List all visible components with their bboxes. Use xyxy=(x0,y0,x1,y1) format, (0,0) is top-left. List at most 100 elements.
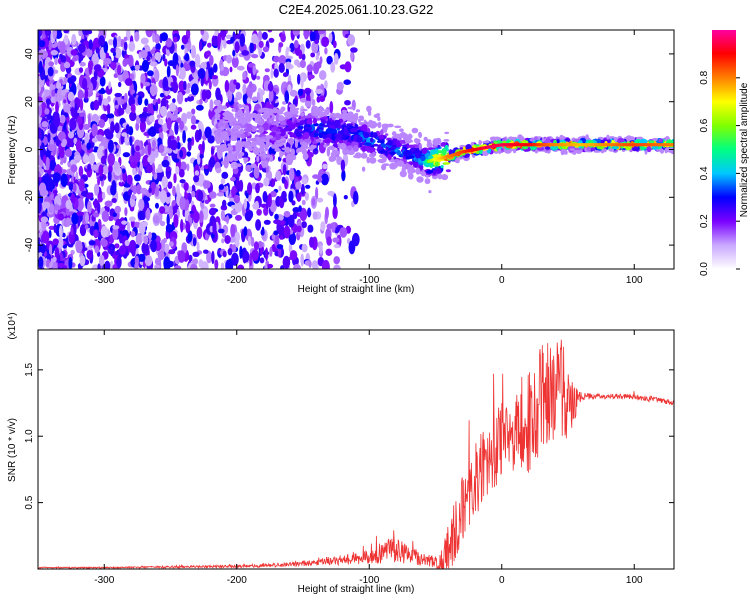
heatmap-cell xyxy=(68,183,74,191)
heatmap-cell xyxy=(426,139,432,144)
heatmap-cell xyxy=(63,30,69,34)
heatmap-cell xyxy=(119,233,123,244)
heatmap-cell xyxy=(218,228,225,234)
heatmap-cell xyxy=(292,30,300,37)
heatmap-cell xyxy=(157,98,161,105)
heatmap-cell xyxy=(299,97,307,103)
heatmap-cell xyxy=(270,190,277,198)
heatmap-cell xyxy=(65,199,72,210)
heatmap-cell xyxy=(369,121,377,129)
heatmap-cell xyxy=(117,64,122,76)
spectrogram-xlabel: Height of straight line (km) xyxy=(298,284,415,295)
heatmap-cell xyxy=(391,131,397,137)
heatmap-cell xyxy=(145,196,150,202)
heatmap-cell xyxy=(131,195,137,200)
heatmap-cell xyxy=(196,241,200,252)
heatmap-cell xyxy=(376,113,381,116)
heatmap-cell xyxy=(54,247,60,259)
heatmap-cell xyxy=(234,200,243,213)
heatmap-cell xyxy=(265,247,269,261)
heatmap-cell xyxy=(221,120,229,124)
heatmap-cell xyxy=(389,151,396,156)
heatmap-cell xyxy=(377,158,386,163)
heatmap-cell xyxy=(217,104,224,111)
heatmap-cell xyxy=(86,192,94,200)
heatmap-cell xyxy=(326,55,333,65)
heatmap-cell xyxy=(66,217,71,228)
heatmap-cell xyxy=(174,121,179,135)
heatmap-cell xyxy=(283,196,287,203)
heatmap-cell xyxy=(312,211,318,220)
heatmap-cell xyxy=(172,52,179,66)
heatmap-cell xyxy=(114,205,122,214)
heatmap-cell xyxy=(184,97,188,103)
heatmap-cell xyxy=(91,137,98,143)
heatmap-cell xyxy=(127,174,133,185)
heatmap-cell xyxy=(614,136,618,142)
heatmap-cell xyxy=(122,168,126,174)
heatmap-cell xyxy=(274,213,279,220)
heatmap-cell xyxy=(274,148,281,152)
heatmap-cell xyxy=(420,171,427,177)
spectrogram-cells xyxy=(38,30,674,269)
heatmap-cell xyxy=(212,221,217,235)
heatmap-cell xyxy=(104,260,111,269)
heatmap-cell xyxy=(186,111,193,119)
heatmap-cell xyxy=(55,101,59,114)
heatmap-cell xyxy=(334,133,341,138)
heatmap-cell xyxy=(79,99,84,111)
heatmap-cell xyxy=(380,143,386,148)
heatmap-cell xyxy=(186,163,190,172)
heatmap-cell xyxy=(324,80,328,89)
heatmap-cell xyxy=(135,145,140,152)
heatmap-cell xyxy=(173,173,177,184)
heatmap-cell xyxy=(387,153,392,161)
heatmap-cell xyxy=(97,202,101,214)
heatmap-cell xyxy=(230,137,235,141)
heatmap-cell xyxy=(221,171,229,179)
heatmap-cell xyxy=(118,81,122,88)
heatmap-cell xyxy=(144,98,149,106)
heatmap-cell xyxy=(653,138,658,141)
heatmap-cell xyxy=(222,199,227,208)
heatmap-cell xyxy=(197,128,202,141)
heatmap-cell xyxy=(46,177,54,192)
x-tick-label: 100 xyxy=(626,575,643,586)
heatmap-cell xyxy=(169,102,177,112)
heatmap-cell xyxy=(129,136,133,147)
heatmap-cell xyxy=(190,96,195,101)
heatmap-cell xyxy=(283,126,291,132)
heatmap-cell xyxy=(320,173,329,186)
heatmap-cell xyxy=(340,159,346,172)
heatmap-cell xyxy=(315,138,322,143)
heatmap-cell xyxy=(216,131,222,137)
heatmap-cell xyxy=(114,122,120,134)
heatmap-cell xyxy=(52,256,57,263)
heatmap-cell xyxy=(303,30,309,40)
heatmap-cell xyxy=(339,227,348,238)
heatmap-cell xyxy=(147,156,151,163)
heatmap-cell xyxy=(214,113,221,119)
heatmap-cell xyxy=(173,214,179,228)
heatmap-cell xyxy=(150,49,155,55)
heatmap-cell xyxy=(181,35,189,45)
heatmap-cell xyxy=(281,176,286,184)
heatmap-cell xyxy=(350,47,358,53)
heatmap-cell xyxy=(60,160,64,165)
heatmap-cell xyxy=(366,127,371,133)
heatmap-cell xyxy=(206,50,211,57)
heatmap-cell xyxy=(333,264,341,269)
heatmap-cell xyxy=(443,139,450,142)
heatmap-cell xyxy=(658,138,663,143)
heatmap-cell xyxy=(161,159,170,168)
heatmap-cell xyxy=(251,137,257,142)
heatmap-cell xyxy=(312,107,318,113)
heatmap-cell xyxy=(273,55,280,63)
heatmap-cell xyxy=(290,104,296,110)
heatmap-cell xyxy=(428,190,432,194)
heatmap-cell xyxy=(84,86,89,100)
heatmap-cell xyxy=(200,261,209,269)
heatmap-cell xyxy=(301,221,307,229)
heatmap-cell xyxy=(185,221,191,234)
